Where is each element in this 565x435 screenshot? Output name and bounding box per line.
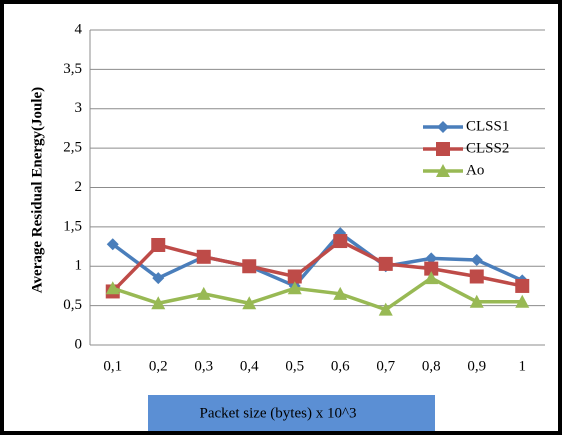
point xyxy=(333,286,348,300)
point xyxy=(425,252,438,265)
x-tick-label: 0,5 xyxy=(285,358,304,374)
point xyxy=(424,271,439,285)
point xyxy=(469,294,484,308)
y-tick-label: 0 xyxy=(75,336,83,352)
y-tick-label: 1,5 xyxy=(63,218,82,234)
y-axis-label: Average Residual Energy(Joule) xyxy=(29,87,45,293)
point xyxy=(287,281,302,295)
y-tick-label: 2,5 xyxy=(63,140,82,156)
x-tick-label: 0,8 xyxy=(422,358,441,374)
x-axis-label: Packet size (bytes) x 10^3 xyxy=(200,405,357,421)
x-tick-label: 0,9 xyxy=(467,358,486,374)
x-label-box xyxy=(148,395,435,431)
y-tick-label: 3,5 xyxy=(63,61,82,77)
legend-marker xyxy=(437,121,449,133)
y-tick-label: 4 xyxy=(75,21,83,37)
series-line xyxy=(112,276,523,312)
point xyxy=(287,269,302,284)
series-line xyxy=(111,238,523,293)
point xyxy=(196,286,211,300)
point xyxy=(515,278,530,293)
point xyxy=(378,256,393,271)
legend-marker xyxy=(436,142,450,156)
point xyxy=(151,296,166,310)
point xyxy=(196,249,211,264)
x-tick-label: 0,7 xyxy=(376,358,395,374)
point xyxy=(515,294,530,308)
point xyxy=(333,234,348,249)
point xyxy=(152,272,165,285)
x-tick-label: 1 xyxy=(519,358,527,374)
point xyxy=(242,259,257,274)
legend-label: Ao xyxy=(466,162,484,178)
x-tick-label: 0,6 xyxy=(331,358,350,374)
point xyxy=(424,261,439,276)
point xyxy=(378,302,393,316)
x-tick-label: 0,3 xyxy=(194,358,213,374)
x-tick-label: 0,2 xyxy=(149,358,168,374)
x-tick-label: 0,1 xyxy=(103,358,122,374)
point xyxy=(105,281,120,295)
point xyxy=(242,296,257,310)
point xyxy=(469,269,484,284)
y-tick-label: 3 xyxy=(75,100,83,116)
legend-label: CLSS1 xyxy=(466,118,509,134)
y-tick-label: 1 xyxy=(75,258,83,274)
y-tick-label: 2 xyxy=(75,179,83,195)
point xyxy=(470,253,483,266)
x-tick-label: 0,4 xyxy=(240,358,259,374)
point xyxy=(151,237,166,252)
legend-label: CLSS2 xyxy=(466,140,509,156)
y-tick-label: 0,5 xyxy=(63,297,82,313)
point xyxy=(106,238,119,251)
legend-marker xyxy=(436,164,450,177)
